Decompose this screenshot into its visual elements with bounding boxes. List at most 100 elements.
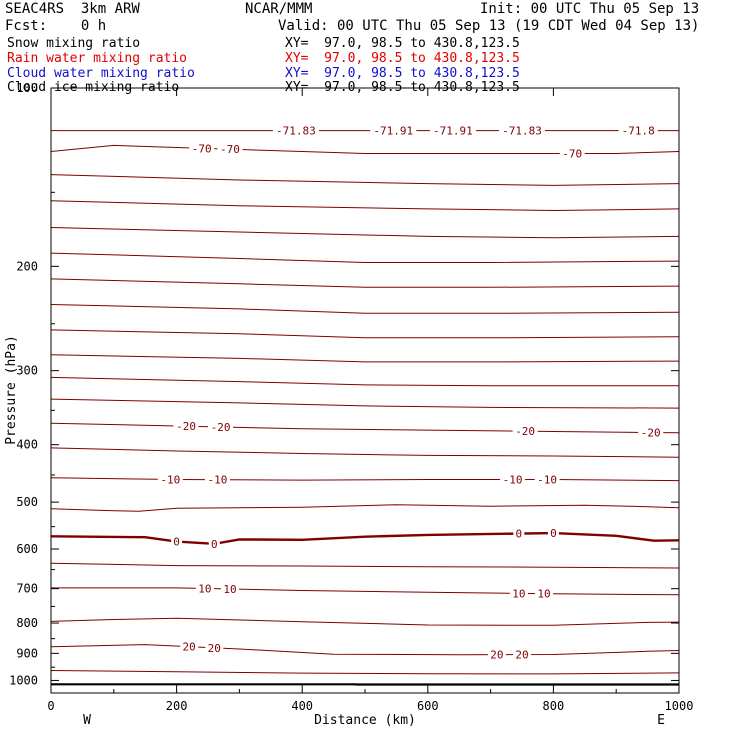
contour-line <box>50 422 680 434</box>
contour-label: 20 <box>208 642 221 655</box>
y-axis-label: Pressure (hPa) <box>4 335 19 445</box>
contour-line <box>50 617 680 626</box>
field-name-rain: Rain water mixing ratio <box>7 51 188 66</box>
y-tick-label: 600 <box>16 542 38 556</box>
contour-line <box>50 278 680 288</box>
forecast-hour: Fcst: 0 h <box>5 18 107 34</box>
x-tick-label: 1000 <box>665 699 694 713</box>
contour-line <box>50 670 680 675</box>
contour-label: -70 <box>562 148 582 161</box>
contour-label: 0 <box>516 528 523 541</box>
contour-label: 10 <box>512 587 525 600</box>
plot-frame <box>50 87 680 694</box>
contour-label-bg <box>618 124 658 137</box>
contour-label-bg <box>208 420 234 433</box>
y-tick-label: 300 <box>16 364 38 378</box>
contour-label-bg <box>513 527 525 540</box>
contour-line <box>50 398 680 409</box>
valid-time: Valid: 00 UTC Thu 05 Sep 13 (19 CDT Wed … <box>278 18 700 34</box>
contour-line <box>51 587 680 596</box>
contour-label-bg <box>180 640 199 653</box>
contour-label-bg <box>499 124 545 137</box>
contour-label: 0 <box>173 536 180 549</box>
contour-label: -20 <box>515 425 535 438</box>
contour-line <box>50 200 680 212</box>
east-label: E <box>657 713 665 728</box>
contour-label: 20 <box>490 649 503 662</box>
contour-label-bg <box>429 124 476 137</box>
contour-label-bg <box>559 147 585 160</box>
field-xy-snow: XY= 97.0, 98.5 to 430.8,123.5 <box>285 36 520 51</box>
contour-label-bg <box>189 142 215 155</box>
y-tick-label: 100 <box>16 81 38 95</box>
contour-label-bg <box>220 583 239 596</box>
org-label: NCAR/MMM <box>245 1 313 17</box>
contour-label: 0 <box>550 527 557 540</box>
contour-label-bg <box>513 648 531 661</box>
contour-line <box>50 477 680 482</box>
contour-label: -20 <box>641 427 661 440</box>
contour-label-bg <box>534 587 553 600</box>
y-tick-label: 900 <box>16 646 38 660</box>
contour-line <box>50 531 680 546</box>
contour-label-bg <box>217 143 243 156</box>
field-name-snow: Snow mixing ratio <box>7 36 141 51</box>
contour-label-bg <box>204 473 230 486</box>
contour-line <box>50 644 680 656</box>
contour-line <box>50 227 680 239</box>
contour-label: -20 <box>211 421 231 434</box>
contour-label: -10 <box>160 473 180 486</box>
contour-label: -70 <box>220 143 240 156</box>
contour-line <box>50 504 680 512</box>
contour-line <box>50 252 680 263</box>
contour-label-bg <box>205 641 224 654</box>
contour-label-bg <box>638 426 664 439</box>
init-time: Init: 00 UTC Thu 05 Sep 13 <box>480 1 700 17</box>
x-tick-label: 400 <box>291 699 313 713</box>
contour-label-bg <box>547 527 559 540</box>
field-xy-cloud-water: XY= 97.0, 98.5 to 430.8,123.5 <box>285 66 520 81</box>
contour-label: 10 <box>537 588 550 601</box>
contour-label: -10 <box>207 474 227 487</box>
y-tick-label: 800 <box>16 616 38 630</box>
contour-label: -71.8 <box>622 125 655 138</box>
west-label: W <box>83 713 91 728</box>
contour-label-bg <box>195 582 214 595</box>
y-tick-label: 1000 <box>9 673 38 687</box>
y-tick-label: 200 <box>16 259 38 273</box>
y-tick-label: 700 <box>16 582 38 596</box>
contour-label-bg <box>171 535 183 548</box>
x-tick-label: 0 <box>47 699 54 713</box>
contour-label: -71.83 <box>502 125 542 138</box>
contour-label-bg <box>208 537 220 550</box>
contour-label: -10 <box>503 474 523 487</box>
contour-line <box>50 562 680 569</box>
contour-label-bg <box>272 124 319 137</box>
contour-line <box>50 144 680 154</box>
x-axis-label: Distance (km) <box>314 713 416 728</box>
contour-line <box>50 174 680 186</box>
contour-label: 10 <box>198 583 211 596</box>
contour-label-bg <box>509 587 528 600</box>
contour-label-bg <box>512 425 538 438</box>
x-tick-label: 800 <box>543 699 565 713</box>
contour-line <box>50 376 679 387</box>
contour-label-bg <box>157 473 183 486</box>
contour-line <box>50 329 680 339</box>
contour-label-bg <box>487 648 506 661</box>
field-name-cloud-water: Cloud water mixing ratio <box>7 66 195 81</box>
contour-layer: -70 -70 -70 -71.83 -71.91 -71.91 -71.83 -71.8 -2… <box>50 124 680 675</box>
contour-label: -10 <box>537 474 557 487</box>
x-tick-label: 200 <box>166 699 188 713</box>
axis-layer: 0 200 400 600 800 100020030040050060070080090… <box>9 81 693 713</box>
contour-label: -71.83 <box>276 125 316 138</box>
contour-label-bg <box>370 124 417 137</box>
x-tick-label: 600 <box>417 699 439 713</box>
contour-label: -71.91 <box>373 125 413 138</box>
contour-line <box>50 447 680 458</box>
contour-label: 10 <box>223 583 236 596</box>
contour-label: 20 <box>183 641 196 654</box>
contour-line <box>50 354 680 363</box>
contour-label: 0 <box>211 538 218 551</box>
